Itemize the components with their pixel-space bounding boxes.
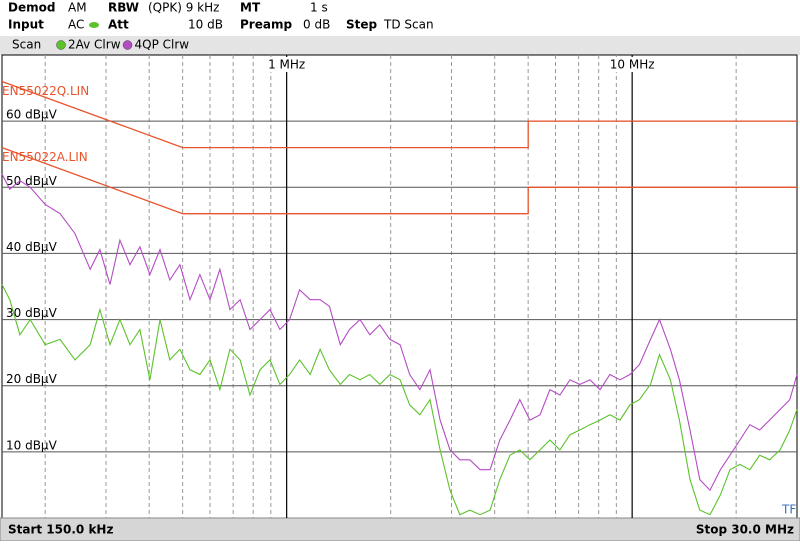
legend-bar (0, 36, 800, 55)
y-tick-label: 60 dBµV (6, 108, 58, 122)
trace-flag: TF (781, 503, 796, 517)
y-tick-label: 30 dBµV (6, 306, 58, 320)
setting-value: 0 dB (303, 18, 330, 32)
setting-value: 10 dB (188, 18, 223, 32)
setting-value: 1 s (310, 1, 328, 15)
setting-value: (QPK) 9 kHz (148, 1, 219, 15)
legend-label: 4QP Clrw (135, 38, 190, 52)
trace (1, 173, 798, 492)
y-tick-label: 10 dBµV (6, 438, 58, 452)
limit-line-label: EN55022A.LIN (2, 150, 88, 164)
legend-label: 2Av Clrw (68, 38, 121, 52)
input-indicator (89, 22, 99, 28)
legend-swatch (122, 40, 133, 50)
y-tick-label: 40 dBµV (6, 240, 58, 254)
setting-value: TD Scan (383, 18, 434, 32)
plot-area (1, 54, 798, 519)
limit-line-label: EN55022Q.LIN (2, 84, 89, 98)
legend-title: Scan (12, 38, 41, 52)
status-bar (0, 517, 800, 542)
setting-label: Preamp (240, 18, 292, 32)
setting-label: Input (8, 18, 44, 32)
setting-label: Att (108, 18, 129, 32)
x-tick-label: 1 MHz (268, 58, 305, 72)
setting-label: Demod (8, 1, 55, 15)
setting-label: Step (346, 18, 378, 32)
x-tick-label: 10 MHz (610, 58, 655, 72)
header-panel (0, 0, 800, 36)
setting-value: AC (68, 18, 84, 32)
setting-label: RBW (108, 1, 139, 15)
setting-value: AM (68, 1, 87, 15)
tick-label-bg (607, 57, 657, 72)
legend-swatch (56, 40, 66, 50)
tick-label-bg (266, 57, 308, 72)
limit-line (1, 146, 797, 215)
y-tick-label: 50 dBµV (6, 174, 58, 188)
stop-label: Stop 30.0 MHz (696, 523, 794, 537)
trace (1, 284, 798, 516)
limit-line (1, 80, 797, 149)
start-label: Start 150.0 kHz (8, 523, 113, 537)
y-tick-label: 20 dBµV (6, 372, 58, 386)
setting-label: MT (240, 1, 261, 15)
